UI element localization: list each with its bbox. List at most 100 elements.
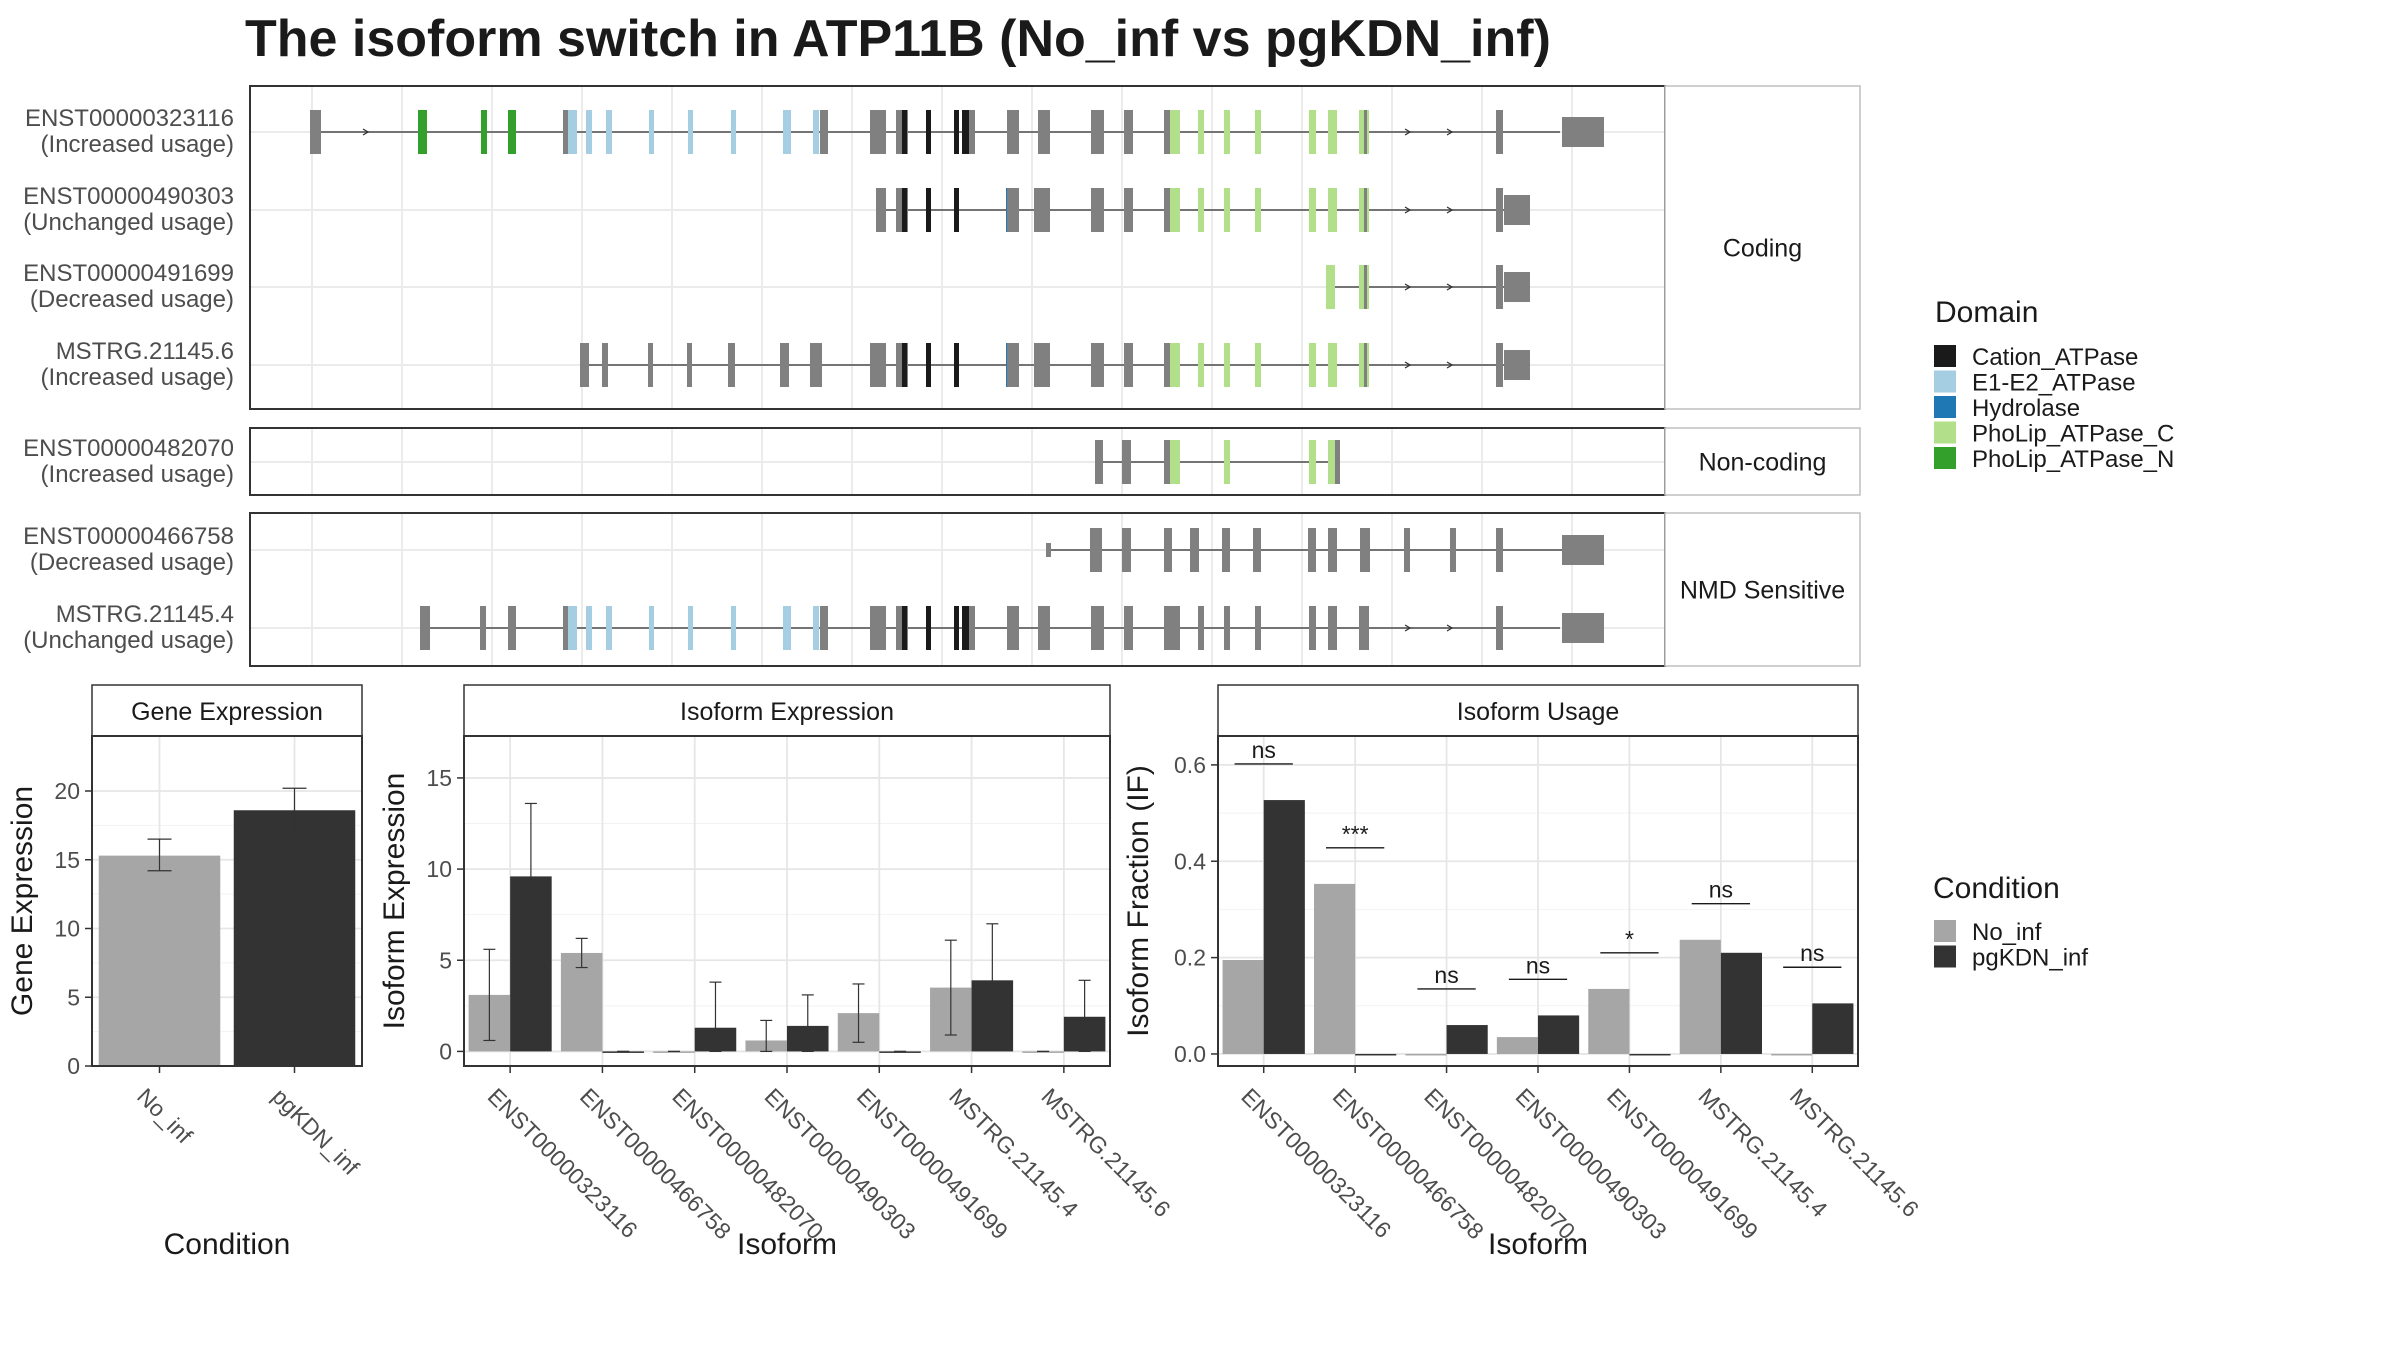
facet-strip [1664,85,1861,410]
exon-block [1359,606,1369,650]
exon-block [1328,343,1337,387]
transcript-model [1326,265,1530,309]
transcript-name-label: ENST00000323116 [25,105,234,132]
facet-strip [1664,427,1861,496]
x-tick-label: ENST00000490303 [1511,1083,1672,1244]
exon-block [926,606,931,650]
exon-block [1038,606,1050,650]
exon-block [1190,528,1199,572]
legends: Domain Cation_ATPaseE1-E2_ATPaseHydrolase… [1933,296,2174,972]
exon-block [1124,110,1133,154]
significance-label: * [1625,926,1634,952]
exon-block [926,343,931,387]
direction-arrow [1446,128,1454,136]
transcript-model [310,110,1604,154]
direction-arrow [1404,128,1412,136]
domain-legend-label: Cation_ATPase [1972,344,2138,371]
domain-legend-label: Hydrolase [1972,395,2080,422]
exon-block [731,110,736,154]
exon-block [1309,606,1316,650]
exon-block [1328,188,1337,232]
exon-block [1360,528,1370,572]
exon-block [1198,606,1204,650]
condition-legend-swatch [1934,945,1956,968]
exon-block [954,343,959,387]
y-tick-label: 5 [67,984,80,1010]
bar-No_inf [1022,1051,1064,1053]
x-tick-label: ENST00000466758 [575,1083,736,1244]
y-tick-label: 10 [54,916,80,942]
exon-block [926,110,931,154]
x-axis-title: Condition [164,1228,291,1261]
y-tick-label: 0.2 [1174,945,1206,971]
significance-label: ns [1800,940,1824,966]
exon-block [820,110,828,154]
exon-block [1309,110,1316,154]
exon-block [1164,606,1173,650]
exon-block [580,343,589,387]
exon-block [820,606,828,650]
direction-arrow [362,128,370,136]
exon-block [1038,343,1050,387]
bar-charts: Gene Expression 0 5 10 15 20 No_inf pgKDN_inf Ge… [6,684,1924,1261]
exon-block [648,343,653,387]
exon-block [1124,188,1133,232]
exon-block [1007,343,1019,387]
condition-legend-title: Condition [1933,872,2060,905]
exon-block [1309,440,1316,484]
y-axis-title: Isoform Expression [378,773,411,1030]
y-tick-label: 15 [54,847,80,873]
exon-block [1198,110,1204,154]
exon-block [954,110,959,154]
exon-block [1255,110,1261,154]
bar-pgKDN_inf [879,1051,921,1053]
chart-panel: Isoform Usage ns *** ns ns * ns ns 0.0 0.2 0.4 0.6 E… [1122,684,1924,1261]
exon-block [783,606,791,650]
bar-pgKDN_inf [1720,952,1762,1054]
exon-block [969,606,975,650]
exon-block [1224,440,1230,484]
exon-block [731,606,736,650]
exon-block [568,110,577,154]
exon-block [1326,265,1335,309]
exon-block [1170,440,1180,484]
chart-panel: Isoform Expression051015ENST00000323116E… [378,684,1176,1261]
direction-arrow [1446,361,1454,369]
exon-block [1170,110,1180,154]
condition-legend-label: No_inf [1972,919,2042,946]
exon-block [1504,272,1530,302]
exon-block [1309,343,1316,387]
significance-label: ns [1526,952,1550,978]
direction-arrow [1446,206,1454,214]
exon-block [1496,265,1503,309]
exon-block [418,110,427,154]
exon-block [954,606,959,650]
figure-title: The isoform switch in ATP11B (No_inf vs … [245,10,1551,68]
exon-block [783,110,791,154]
domain-legend-title: Domain [1935,296,2038,329]
x-axis-title: Isoform [737,1228,837,1261]
exon-block [870,110,886,154]
exon-block [1224,188,1230,232]
x-axis-title: Isoform [1488,1228,1588,1261]
exon-block [1328,606,1337,650]
exon-block [1364,188,1367,232]
bar-pgKDN_inf [1355,1053,1397,1056]
exon-block [1504,195,1530,225]
transcript-model [1046,528,1604,572]
bar-No_inf [653,1051,695,1053]
exon-block [870,343,886,387]
domain-legend-swatch [1934,421,1956,444]
exon-block [1328,440,1337,484]
exon-block [1562,535,1604,565]
transcript-model [420,606,1604,650]
chart-panel: Gene Expression 0 5 10 15 20 No_inf pgKDN_inf Ge… [6,684,365,1261]
y-tick-label: 0.0 [1174,1041,1206,1067]
direction-arrow [1404,206,1412,214]
exon-block [1124,606,1133,650]
exon-block [1198,188,1204,232]
x-tick-label: ENST00000482070 [667,1083,828,1244]
bar-pgKDN_inf [1538,1015,1580,1054]
